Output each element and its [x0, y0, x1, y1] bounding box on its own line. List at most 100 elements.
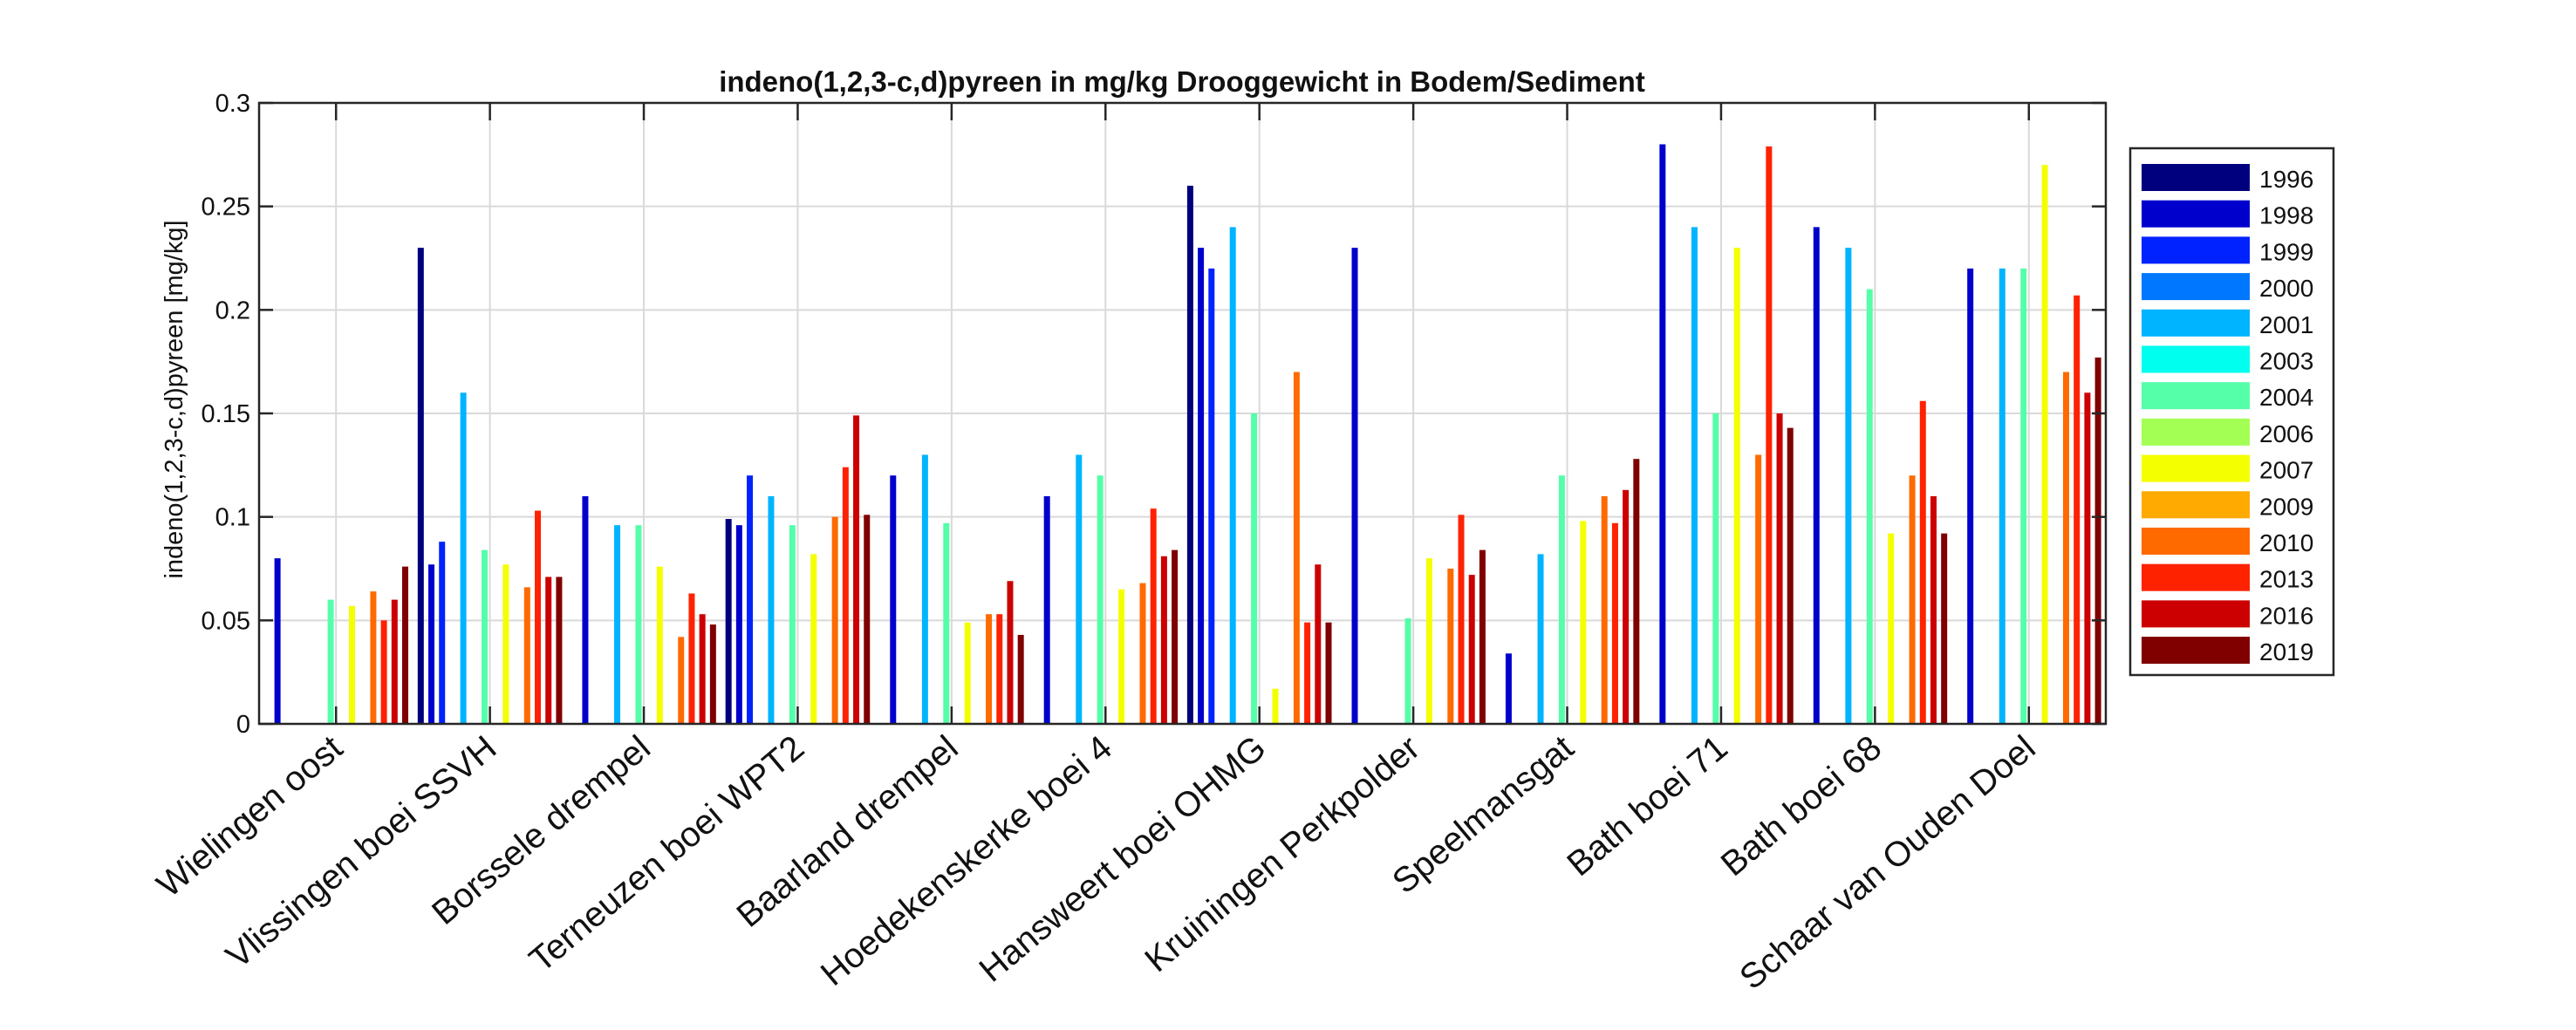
bar-2016-1 [545, 576, 552, 724]
bar-2001-4 [921, 454, 928, 724]
legend-label: 2006 [2259, 420, 2313, 447]
bar-2004-3 [789, 525, 796, 724]
bar-2019-0 [402, 566, 409, 724]
bar-2019-3 [864, 515, 871, 724]
legend-label: 2010 [2259, 529, 2313, 556]
bar-1999-6 [1208, 268, 1215, 724]
bar-2019-7 [1479, 549, 1486, 724]
legend-swatch-2006 [2142, 418, 2250, 446]
bar-2013-4 [996, 614, 1003, 724]
bars [274, 144, 2101, 725]
bar-2013-5 [1150, 508, 1157, 724]
legend: 1996 1998 1999 2000 2001 2003 2004 2006 2007 2009… [2128, 147, 2335, 677]
legend-swatch-2007 [2142, 454, 2250, 482]
bar-2010-0 [370, 591, 377, 724]
bar-2010-8 [1601, 495, 1608, 724]
bar-2013-8 [1611, 522, 1618, 724]
bar-1999-3 [747, 475, 754, 724]
bar-2016-0 [391, 599, 398, 724]
bar-2001-11 [1999, 268, 2005, 724]
bar-2010-5 [1139, 583, 1146, 724]
bar-2004-0 [327, 599, 334, 724]
bar-2016-2 [699, 614, 706, 724]
bar-2007-3 [810, 554, 817, 724]
bar-1998-10 [1813, 227, 1820, 724]
bar-2016-7 [1468, 575, 1475, 724]
bar-1998-6 [1198, 248, 1205, 725]
bar-2004-4 [943, 522, 950, 724]
y-tick-label: 0.3 [215, 90, 250, 118]
bar-2016-11 [2084, 392, 2091, 724]
bar-1999-1 [439, 542, 446, 724]
bar-2019-9 [1787, 427, 1794, 724]
y-axis-label: indeno(1,2,3-c,d)pyreen [mg/kg] [161, 220, 188, 578]
y-tick-labels: 0 0.05 0.1 0.15 0.2 0.25 0.3 [202, 90, 250, 739]
bar-2007-9 [1733, 248, 1740, 725]
bar-2019-5 [1172, 549, 1179, 724]
legend-swatch-2010 [2142, 528, 2250, 555]
y-tick-label: 0 [236, 711, 250, 739]
legend-swatch-2000 [2142, 273, 2250, 301]
bar-2016-4 [1007, 581, 1014, 724]
bar-2001-6 [1229, 227, 1236, 724]
bar-1998-9 [1659, 144, 1666, 724]
bar-2019-4 [1017, 634, 1024, 724]
bar-1996-3 [725, 519, 732, 724]
bar-2004-10 [1866, 289, 1873, 724]
bar-2010-3 [831, 516, 838, 724]
bar-2007-2 [656, 566, 663, 724]
legend-swatch-2001 [2142, 309, 2250, 337]
bar-2016-5 [1160, 556, 1167, 724]
bar-2007-7 [1425, 558, 1432, 724]
legend-swatch-1999 [2142, 236, 2250, 264]
bar-2019-8 [1633, 459, 1640, 724]
legend-label: 2019 [2259, 638, 2313, 665]
bar-1998-1 [428, 564, 435, 724]
bar-2013-10 [1919, 400, 1926, 724]
bar-2007-6 [1272, 688, 1279, 724]
bar-2013-7 [1458, 515, 1465, 724]
bar-2007-4 [964, 622, 971, 724]
bar-2016-10 [1930, 495, 1937, 724]
bar-2007-8 [1580, 521, 1587, 724]
bar-1998-3 [735, 525, 742, 724]
chart-title: indeno(1,2,3-c,d)pyreen in mg/kg Droogge… [719, 65, 1645, 98]
legend-label: 2007 [2259, 457, 2313, 484]
bar-2013-11 [2074, 295, 2081, 724]
bar-2001-5 [1076, 454, 1083, 724]
y-tick-label: 0.05 [202, 607, 250, 635]
legend-label: 2004 [2259, 384, 2313, 411]
bar-2007-5 [1118, 589, 1125, 724]
bar-1998-2 [582, 495, 589, 724]
bar-2013-3 [842, 467, 849, 724]
bar-1998-5 [1043, 495, 1050, 724]
legend-label: 2003 [2259, 348, 2313, 375]
legend-label: 1996 [2259, 166, 2313, 193]
bar-2010-6 [1293, 372, 1300, 724]
bar-1998-7 [1351, 248, 1358, 725]
legend-swatch-2004 [2142, 382, 2250, 410]
bar-1998-4 [890, 475, 897, 724]
bar-2019-11 [2094, 357, 2101, 724]
bar-2004-2 [635, 525, 642, 724]
bar-2013-1 [535, 510, 542, 724]
legend-swatch-1998 [2142, 200, 2250, 228]
bar-2007-1 [502, 564, 509, 724]
bar-2010-1 [523, 587, 530, 724]
bar-2001-9 [1691, 227, 1698, 724]
bar-2010-11 [2062, 372, 2069, 724]
bar-1998-0 [274, 558, 281, 724]
bar-2007-11 [2041, 165, 2048, 724]
legend-label: 2016 [2259, 602, 2313, 629]
bar-1996-6 [1186, 185, 1193, 724]
bar-2016-9 [1776, 413, 1783, 724]
y-tick-label: 0.25 [202, 194, 250, 222]
legend-swatch-2003 [2142, 345, 2250, 373]
legend-label: 1999 [2259, 238, 2313, 265]
legend-swatch-2016 [2142, 600, 2250, 628]
legend-label: 2009 [2259, 493, 2313, 520]
bar-2004-6 [1251, 413, 1258, 724]
grid [259, 103, 2106, 724]
y-tick-label: 0.2 [215, 297, 250, 324]
bar-2007-10 [1888, 533, 1895, 724]
